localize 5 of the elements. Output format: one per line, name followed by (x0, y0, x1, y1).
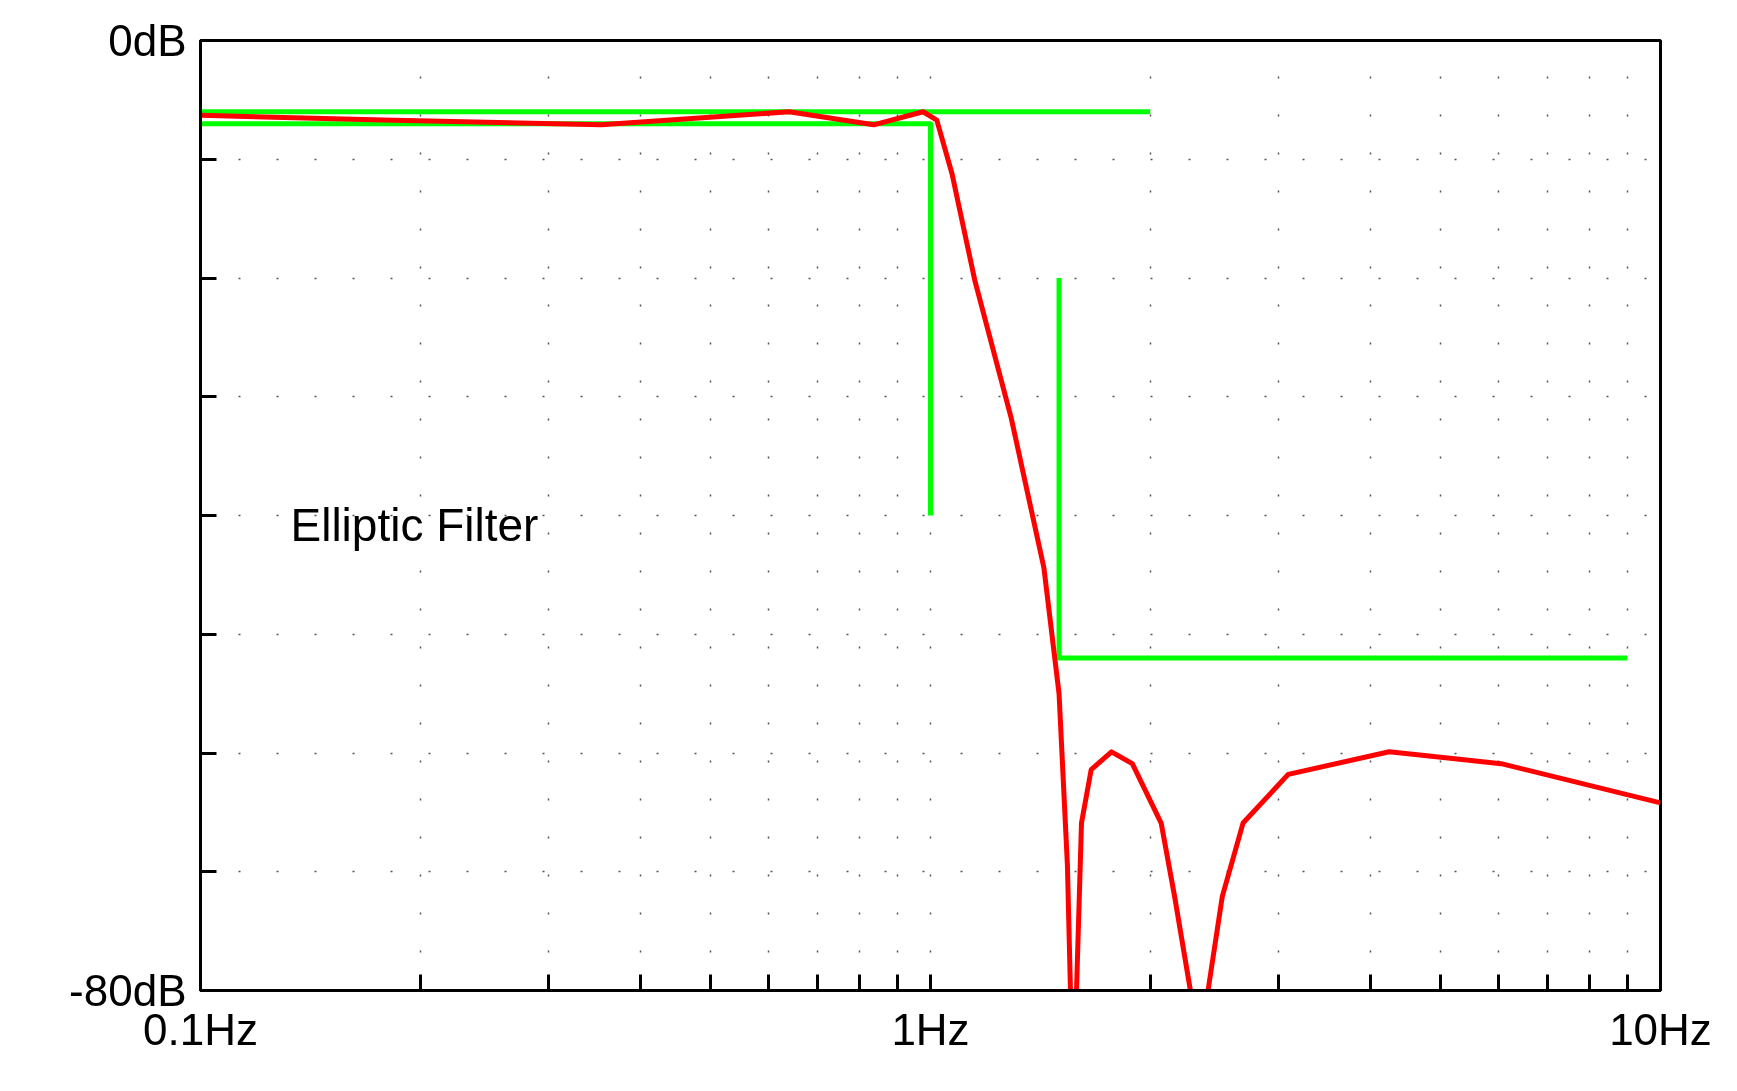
x-tick-label: 10Hz (1609, 1004, 1712, 1054)
y-tick-label: 0dB (108, 16, 187, 65)
x-tick-label: 1Hz (891, 1004, 970, 1054)
annotation: Elliptic Filter (290, 498, 539, 551)
y-tick-label: -80dB (69, 966, 187, 1015)
